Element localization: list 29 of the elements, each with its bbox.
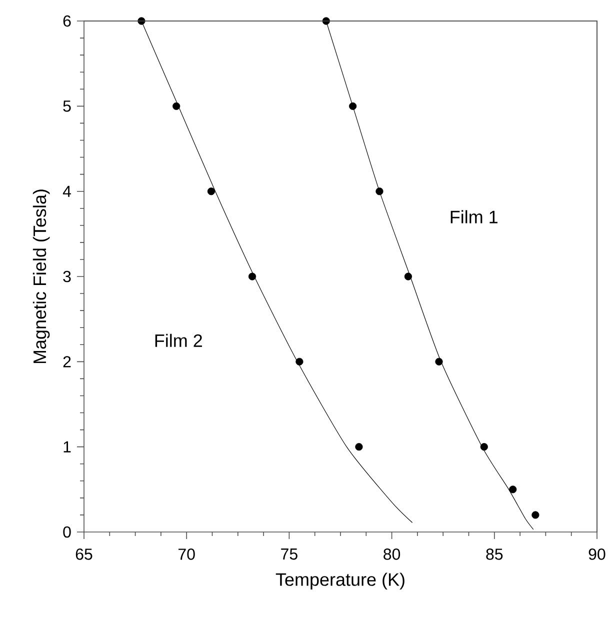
x-tick-label: 70 [178,548,195,560]
y-tick-label: 4 [62,186,71,197]
x-tick-label: 80 [384,548,400,560]
point [404,272,412,280]
point [435,358,443,366]
x-tick-label: 65 [76,548,92,560]
y-tick-label: 2 [63,356,71,368]
y-tick-label: 3 [63,270,71,282]
y-axis-title: Magnetic Field (Tesla) [32,190,50,364]
point [349,102,357,110]
point [296,358,304,366]
point [509,486,517,494]
point [532,511,540,519]
x-tick-label: 90 [588,548,606,560]
y-tick-label: 0 [63,526,71,538]
point [376,188,384,196]
annotation: Film 1 [450,210,498,224]
x-axis-title: Temperature (K) [276,572,404,590]
y-tick-label: 1 [64,441,71,452]
x-tick-label: 85 [486,548,503,560]
point [172,102,180,110]
y-tick-label: 5 [63,100,71,112]
point [207,188,216,196]
x-tick-label: 75 [281,548,298,560]
y-tick-label: 6 [63,15,71,27]
point [480,443,488,451]
annotation: Film 2 [155,334,202,347]
point [355,443,363,451]
point [248,272,256,280]
